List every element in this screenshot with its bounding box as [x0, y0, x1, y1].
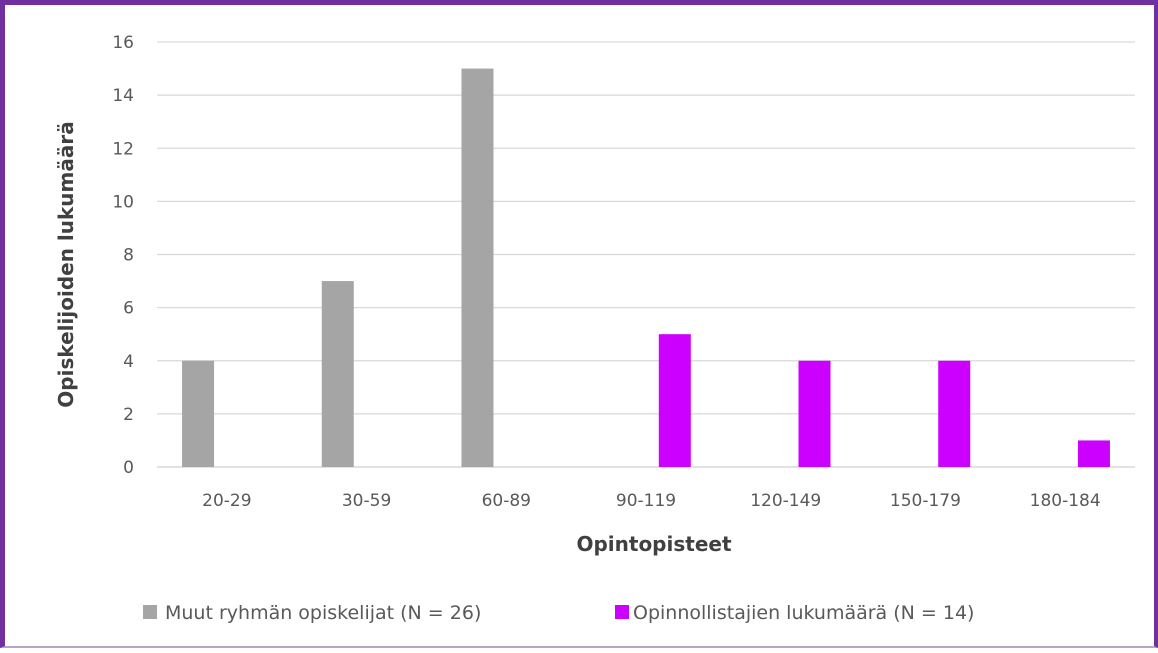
x-tick-label: 30-59	[342, 491, 391, 511]
legend: Muut ryhmän opiskelijat (N = 26) Opinnol…	[143, 602, 974, 624]
legend-label-series-0: Muut ryhmän opiskelijat (N = 26)	[165, 602, 481, 624]
legend-label-series-1: Opinnollistajien lukumäärä (N = 14)	[633, 602, 974, 624]
bar-30-59-series-0	[321, 281, 354, 467]
y-tick-label: 0	[123, 458, 134, 478]
gridlines	[157, 41, 1135, 415]
y-tick-label: 8	[123, 246, 134, 266]
x-tick-label: 20-29	[202, 491, 251, 511]
legend-swatch-series-0	[143, 605, 157, 619]
bar-120-149-series-1	[798, 360, 831, 467]
x-axis-ticks: 20-29 30-59 60-89 90-119 120-149 150-179 180-1…	[202, 491, 1101, 511]
y-tick-label: 16	[112, 33, 134, 53]
bar-60-89-series-0	[461, 68, 494, 467]
bar-180-184-series-1	[1077, 440, 1110, 467]
y-tick-label: 12	[112, 139, 134, 159]
y-tick-label: 2	[123, 405, 134, 425]
bar-90-119-series-1	[658, 334, 691, 467]
bars	[182, 68, 1110, 467]
legend-swatch-series-1	[615, 605, 629, 619]
x-tick-label: 150-179	[890, 491, 961, 511]
bar-chart: 0 2 4 6 8 10 12 14 16 20-29 30-59 60-89 90-119 120-1…	[54, 33, 1135, 624]
x-tick-label: 120-149	[750, 491, 821, 511]
x-tick-label: 60-89	[482, 491, 531, 511]
y-axis-ticks: 0 2 4 6 8 10 12 14 16	[112, 33, 134, 478]
y-tick-label: 4	[123, 352, 134, 372]
x-axis-title: Opintopisteet	[576, 532, 731, 556]
y-tick-label: 6	[123, 299, 134, 319]
x-tick-label: 180-184	[1030, 491, 1101, 511]
y-axis-title: Opiskelijoiden lukumäärä	[54, 121, 78, 407]
y-tick-label: 14	[112, 86, 134, 106]
bar-20-29-series-0	[182, 360, 215, 467]
bar-150-179-series-1	[938, 360, 971, 467]
x-tick-label: 90-119	[616, 491, 676, 511]
y-tick-label: 10	[112, 192, 134, 212]
